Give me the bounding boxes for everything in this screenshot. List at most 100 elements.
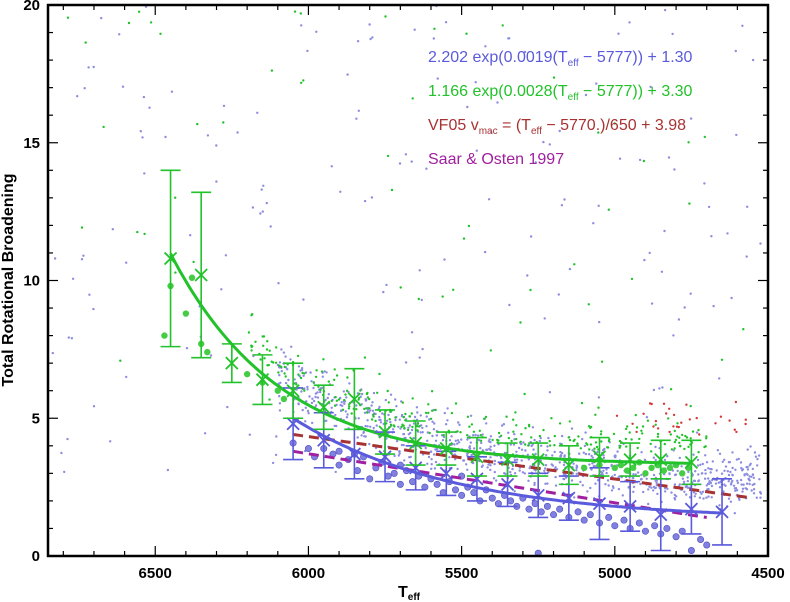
scatter-point <box>348 405 351 408</box>
legend: 2.202 exp(0.0019(Teff − 5777)) + 1.301.1… <box>428 49 693 168</box>
scatter-point <box>434 439 438 442</box>
scatter-point <box>593 465 597 468</box>
scatter-point <box>495 479 498 482</box>
scatter-point <box>678 436 681 439</box>
scatter-point <box>654 445 657 449</box>
scatter-point <box>364 424 367 428</box>
scatter-point <box>641 425 645 428</box>
scatter-point <box>560 434 564 438</box>
scatter-point <box>697 480 700 483</box>
x-tick-label: 6500 <box>139 565 172 582</box>
scatter-point <box>434 460 438 464</box>
scatter-point <box>514 411 517 414</box>
scatter-point <box>488 438 491 441</box>
filled-point-blue <box>537 508 545 516</box>
scatter-point <box>476 434 480 437</box>
scatter-point <box>675 495 678 498</box>
scatter-point <box>684 485 687 489</box>
scatter-point <box>751 473 755 477</box>
scatter-point <box>174 196 177 199</box>
scatter-point <box>391 428 395 431</box>
scatter-point <box>639 482 642 486</box>
scatter-point <box>702 497 705 500</box>
scatter-point <box>363 411 367 414</box>
scatter-point <box>436 77 439 80</box>
scatter-point <box>718 486 722 489</box>
scatter-point <box>751 467 754 471</box>
scatter-point <box>602 456 606 460</box>
scatter-point <box>654 419 658 423</box>
scatter-point <box>387 401 390 404</box>
scatter-point <box>587 303 590 306</box>
scatter-point <box>297 373 300 376</box>
scatter-point <box>671 32 674 36</box>
scatter-point <box>645 416 649 419</box>
binned-point-green <box>313 384 334 431</box>
scatter-point <box>570 479 574 482</box>
scatter-point <box>262 335 266 338</box>
scatter-point <box>553 444 556 447</box>
scatter-point <box>398 418 401 421</box>
scatter-point <box>468 425 471 428</box>
scatter-point <box>577 435 580 438</box>
scatter-point <box>524 449 527 452</box>
scatter-point <box>325 419 328 422</box>
scatter-point <box>433 27 436 30</box>
filled-point-green <box>280 395 288 403</box>
scatter-point <box>515 437 518 441</box>
scatter-point <box>724 465 728 468</box>
filled-point-green <box>611 464 619 472</box>
scatter-point <box>220 288 223 291</box>
scatter-point <box>393 454 396 458</box>
scatter-point <box>696 464 700 467</box>
scatter-point <box>334 413 337 417</box>
scatter-point <box>170 90 174 93</box>
scatter-point <box>705 437 708 440</box>
x-marker <box>409 436 423 450</box>
scatter-point <box>630 438 633 441</box>
scatter-point <box>203 432 207 435</box>
scatter-point <box>299 369 302 372</box>
scatter-point <box>573 263 576 266</box>
scatter-point <box>731 474 734 477</box>
scatter-point <box>654 458 657 462</box>
filled-point-blue <box>470 489 478 497</box>
scatter-point <box>299 12 302 15</box>
scatter-point <box>546 445 549 448</box>
scatter-point <box>602 454 605 457</box>
scatter-point <box>355 408 358 411</box>
scatter-point <box>681 477 685 480</box>
scatter-point <box>736 481 740 485</box>
scatter-point <box>752 488 756 491</box>
scatter-point <box>512 443 516 446</box>
scatter-point <box>614 454 617 458</box>
scatter-point <box>515 424 518 427</box>
scatter-point <box>746 448 749 451</box>
scatter-point <box>589 426 592 430</box>
scatter-point <box>346 413 349 416</box>
filled-point-blue <box>672 533 680 541</box>
scatter-point <box>588 463 591 466</box>
scatter-point <box>697 428 700 432</box>
scatter-point <box>355 117 358 120</box>
x-marker <box>439 466 453 480</box>
scatter-point <box>416 411 419 414</box>
filled-point-blue <box>335 447 343 455</box>
scatter-point <box>139 130 142 133</box>
scatter-point <box>259 358 262 361</box>
scatter-point <box>720 358 724 361</box>
x-marker <box>286 417 300 431</box>
scatter-point <box>493 462 496 466</box>
scatter-point <box>398 162 402 165</box>
scatter-point <box>672 334 675 337</box>
scatter-point <box>247 331 251 334</box>
scatter-point <box>363 407 366 411</box>
scatter-point <box>466 438 469 441</box>
scatter-point <box>687 141 690 144</box>
scatter-point <box>413 28 416 31</box>
scatter-point <box>424 446 427 450</box>
scatter-point <box>365 392 369 396</box>
scatter-point <box>755 496 758 499</box>
scatter-point <box>486 466 489 469</box>
scatter-point <box>344 410 347 413</box>
